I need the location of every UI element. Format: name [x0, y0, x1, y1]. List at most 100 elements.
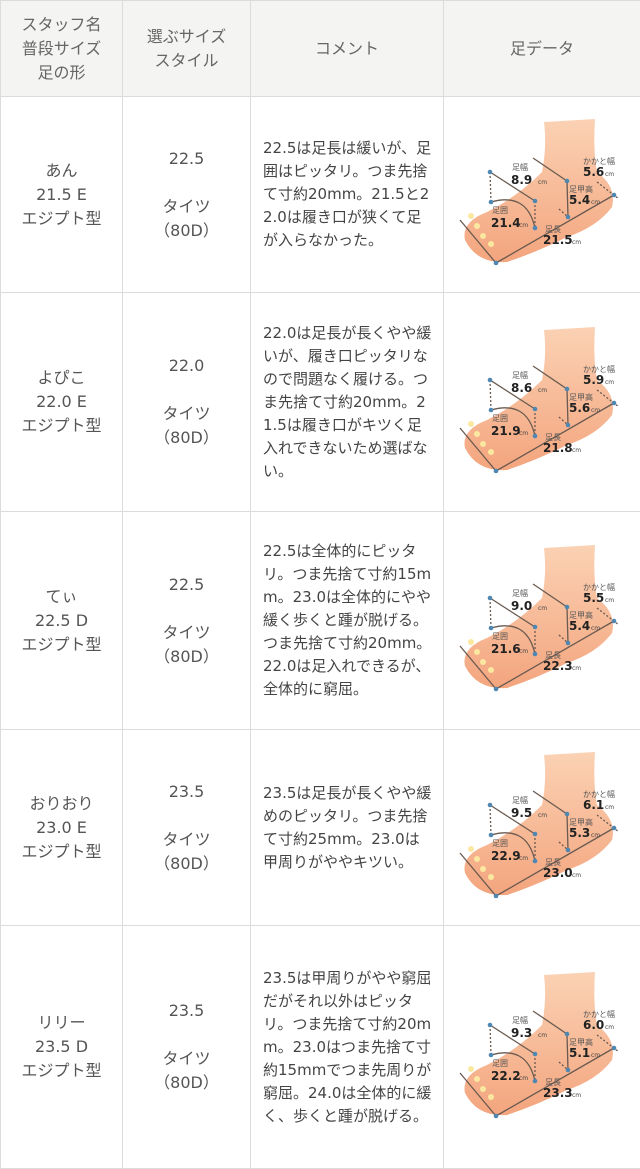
usual-size: 22.5 D: [35, 611, 88, 630]
heel-width-value: 5.5: [583, 591, 604, 605]
foot-width-value: 9.3: [511, 1026, 532, 1040]
foot-diagram: 足幅 かかと幅 足甲高 足囲 足長 9.5 6.1 5.3 22.9 23.0 …: [447, 745, 637, 910]
foot-width-value: 9.5: [511, 806, 532, 820]
instep-height-value: 5.4: [569, 193, 590, 207]
staff-name: あん: [45, 161, 77, 180]
foot-girth-value: 21.9: [491, 424, 521, 438]
header-staff: スタッフ名普段サイズ足の形: [1, 1, 123, 97]
instep-height-value: 5.1: [569, 1046, 590, 1060]
foot-data-cell: 足幅 かかと幅 足甲高 足囲 足長 9.0 5.5 5.4 21.6 22.3 …: [444, 512, 640, 730]
foot-width-label: 足幅: [512, 370, 528, 380]
foot-girth-label: 足囲: [492, 414, 508, 423]
unit: cm: [538, 387, 547, 394]
unit: cm: [519, 855, 528, 862]
instep-height-value: 5.6: [569, 401, 590, 415]
foot-girth-value: 22.2: [491, 1069, 521, 1083]
staff-cell: リリー 23.5 D エジプト型: [1, 926, 123, 1169]
style: タイツ: [162, 1049, 210, 1068]
unit: cm: [572, 1092, 581, 1099]
comment-cell: 22.0は足長が長くやや緩いが、履き口ピッタリなので問題なく履ける。つま先捨て寸…: [251, 293, 444, 512]
staff-name: リリー: [37, 1013, 85, 1032]
style: タイツ: [162, 830, 210, 849]
heel-width-value: 5.6: [583, 165, 604, 179]
foot-girth-value: 21.4: [491, 216, 521, 230]
unit: cm: [605, 1024, 614, 1031]
foot-girth-value: 21.6: [491, 642, 521, 656]
comment-cell: 22.5は全体的にピッタリ。つま先捨て寸約15mm。23.0は全体的にやや緩く歩…: [251, 512, 444, 730]
chosen-size: 23.5: [169, 782, 205, 801]
instep-height-value: 5.4: [569, 619, 590, 633]
foot-shape: エジプト型: [21, 635, 101, 654]
foot-shape: エジプト型: [21, 842, 101, 861]
foot-length-value: 22.3: [543, 659, 573, 673]
usual-size: 22.0 E: [36, 392, 87, 411]
staff-cell: よぴこ 22.0 E エジプト型: [1, 293, 123, 512]
chosen-size: 22.5: [169, 575, 205, 594]
unit: cm: [538, 605, 547, 612]
unit: cm: [591, 832, 600, 839]
header-foot-data: 足データ: [444, 1, 640, 97]
foot-width-label: 足幅: [512, 588, 528, 598]
usual-size: 23.5 D: [35, 1037, 88, 1056]
foot-shape: エジプト型: [21, 1061, 101, 1080]
foot-data-cell: 足幅 かかと幅 足甲高 足囲 足長 8.9 5.6 5.4 21.4 21.5 …: [444, 97, 640, 293]
heel-width-value: 5.9: [583, 373, 604, 387]
staff-name: よぴこ: [37, 368, 85, 387]
unit: cm: [572, 872, 581, 879]
heel-width-value: 6.1: [583, 798, 604, 812]
foot-length-value: 21.8: [543, 441, 573, 455]
foot-data-cell: 足幅 かかと幅 足甲高 足囲 足長 9.3 6.0 5.1 22.2 23.3 …: [444, 926, 640, 1169]
table-header: スタッフ名普段サイズ足の形 選ぶサイズスタイル コメント 足データ: [1, 1, 640, 97]
unit: cm: [572, 447, 581, 454]
comment-cell: 23.5は足長が長くやや緩めのピッタリ。つま先捨て寸約25mm。23.0は甲周り…: [251, 730, 444, 926]
foot-shape: エジプト型: [21, 209, 101, 228]
usual-size: 23.0 E: [36, 818, 87, 837]
header-line: スタッフ名: [21, 15, 101, 34]
staff-name: おりおり: [29, 794, 93, 813]
unit: cm: [605, 171, 614, 178]
unit: cm: [519, 430, 528, 437]
foot-girth-label: 足囲: [492, 206, 508, 215]
foot-girth-label: 足囲: [492, 632, 508, 641]
unit: cm: [572, 665, 581, 672]
style: タイツ: [162, 197, 210, 216]
foot-width-label: 足幅: [512, 162, 528, 172]
instep-height-value: 5.3: [569, 826, 590, 840]
unit: cm: [591, 1052, 600, 1059]
staff-name: てぃ: [45, 587, 77, 606]
foot-width-label: 足幅: [512, 1015, 528, 1025]
comment-cell: 23.5は甲周りがやや窮屈だがそれ以外はピッタリ。つま先捨て寸約20mm。23.…: [251, 926, 444, 1169]
foot-diagram: 足幅 かかと幅 足甲高 足囲 足長 9.3 6.0 5.1 22.2 23.3 …: [447, 965, 637, 1130]
foot-girth-label: 足囲: [492, 1059, 508, 1068]
staff-cell: おりおり 23.0 E エジプト型: [1, 730, 123, 926]
foot-shape: エジプト型: [21, 416, 101, 435]
unit: cm: [605, 597, 614, 604]
foot-girth-label: 足囲: [492, 839, 508, 848]
denier: （80D）: [154, 647, 219, 666]
size-cell: 23.5 タイツ （80D）: [123, 730, 251, 926]
unit: cm: [605, 804, 614, 811]
unit: cm: [538, 1032, 547, 1039]
foot-data-cell: 足幅 かかと幅 足甲高 足囲 足長 9.5 6.1 5.3 22.9 23.0 …: [444, 730, 640, 926]
header-comment: コメント: [251, 1, 444, 97]
foot-length-value: 23.3: [543, 1086, 573, 1100]
foot-diagram: 足幅 かかと幅 足甲高 足囲 足長 9.0 5.5 5.4 21.6 22.3 …: [447, 538, 637, 703]
foot-width-label: 足幅: [512, 795, 528, 805]
denier: （80D）: [154, 854, 219, 873]
usual-size: 21.5 E: [36, 185, 87, 204]
staff-cell: あん 21.5 E エジプト型: [1, 97, 123, 293]
denier: （80D）: [154, 428, 219, 447]
foot-width-value: 8.9: [511, 173, 532, 187]
heel-width-value: 6.0: [583, 1018, 604, 1032]
denier: （80D）: [154, 1073, 219, 1092]
foot-length-value: 21.5: [543, 233, 573, 247]
foot-width-value: 8.6: [511, 381, 532, 395]
foot-girth-value: 22.9: [491, 849, 521, 863]
